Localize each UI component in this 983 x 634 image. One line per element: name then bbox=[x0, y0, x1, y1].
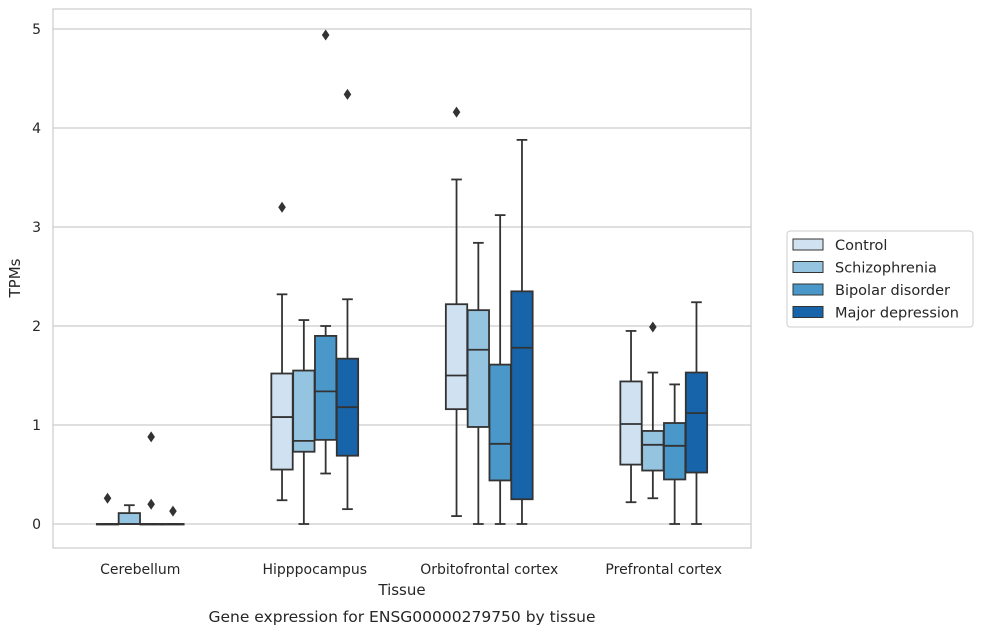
grid-layer bbox=[53, 28, 751, 525]
y-tick-label: 0 bbox=[32, 517, 41, 533]
plot-frame bbox=[52, 8, 752, 549]
outlier-point bbox=[649, 321, 657, 333]
box-body bbox=[663, 422, 687, 481]
box-body bbox=[684, 371, 709, 474]
x-tick-label: Cerebellum bbox=[100, 562, 180, 578]
legend-label: Major depression bbox=[835, 306, 959, 322]
outlier-point bbox=[147, 498, 155, 510]
box-control-hipppocampus bbox=[270, 201, 294, 502]
legend: Control Schizophrenia Bipolar disorder Majo… bbox=[786, 230, 974, 328]
box-schizophrenia-cerebellum bbox=[117, 504, 141, 525]
legend-label: Control bbox=[835, 238, 887, 254]
y-tick-label: 3 bbox=[32, 220, 41, 236]
series-major-depression bbox=[161, 88, 709, 526]
box-major-depression-prefrontal-cortex bbox=[684, 301, 709, 525]
legend-swatch bbox=[792, 261, 824, 273]
box-major-depression-cerebellum bbox=[161, 505, 185, 526]
box-body bbox=[292, 369, 316, 453]
legend-label: Bipolar disorder bbox=[835, 283, 950, 299]
outlier-point bbox=[278, 201, 286, 213]
box-schizophrenia-prefrontal-cortex bbox=[641, 321, 665, 500]
box-body bbox=[510, 290, 534, 501]
x-tick-label: Prefrontal cortex bbox=[605, 562, 722, 578]
box-control-orbitofrontal-cortex bbox=[444, 106, 469, 517]
box-bipolar-disorder-hipppocampus bbox=[314, 29, 338, 475]
chart-caption: Gene expression for ENSG00000279750 by t… bbox=[208, 608, 595, 626]
outlier-point bbox=[103, 492, 112, 504]
y-tick-label: 4 bbox=[32, 121, 41, 137]
legend-swatch bbox=[792, 283, 824, 296]
y-tick-label: 5 bbox=[32, 22, 41, 38]
outlier-point bbox=[452, 106, 461, 118]
box-major-depression-hipppocampus bbox=[335, 88, 360, 511]
box-body bbox=[314, 334, 338, 441]
box-schizophrenia-orbitofrontal-cortex bbox=[466, 241, 490, 525]
x-tick-label: Orbitofrontal cortex bbox=[420, 562, 558, 578]
outlier-point bbox=[343, 88, 352, 100]
box-bipolar-disorder-cerebellum bbox=[139, 431, 163, 526]
box-control-prefrontal-cortex bbox=[619, 330, 643, 504]
outlier-point bbox=[147, 431, 155, 443]
y-axis-label: TPMs bbox=[6, 258, 24, 298]
box-schizophrenia-hipppocampus bbox=[292, 319, 316, 525]
box-body bbox=[641, 430, 665, 472]
legend-label: Schizophrenia bbox=[835, 261, 937, 277]
y-tick-label: 2 bbox=[32, 319, 41, 335]
box-body bbox=[488, 363, 512, 482]
outlier-point bbox=[321, 29, 330, 41]
box-control-cerebellum bbox=[95, 492, 120, 526]
y-tick-label: 1 bbox=[32, 418, 41, 434]
box-layer bbox=[95, 29, 709, 526]
x-axis-label: Tissue bbox=[377, 581, 425, 599]
box-body bbox=[444, 303, 469, 411]
series-control bbox=[95, 106, 643, 526]
box-body bbox=[270, 372, 294, 471]
box-bipolar-disorder-prefrontal-cortex bbox=[663, 383, 687, 525]
x-axis-ticks: Cerebellum Hipppocampus Orbitofrontal cort… bbox=[100, 562, 722, 578]
legend-swatch bbox=[792, 306, 824, 318]
series-schizophrenia bbox=[117, 241, 665, 525]
box-body bbox=[466, 309, 490, 428]
y-axis-ticks: 0 1 2 3 4 5 bbox=[32, 22, 41, 533]
box-body bbox=[117, 512, 141, 525]
legend-swatch bbox=[792, 238, 824, 251]
legend-items: Control Schizophrenia Bipolar disorder Majo… bbox=[792, 238, 959, 322]
box-bipolar-disorder-orbitofrontal-cortex bbox=[488, 214, 512, 525]
box-major-depression-orbitofrontal-cortex bbox=[510, 138, 534, 525]
box-body bbox=[619, 380, 643, 466]
x-tick-label: Hipppocampus bbox=[262, 562, 367, 578]
series-bipolar-disorder bbox=[139, 29, 687, 526]
legend-frame bbox=[786, 230, 974, 328]
outlier-point bbox=[169, 505, 177, 517]
